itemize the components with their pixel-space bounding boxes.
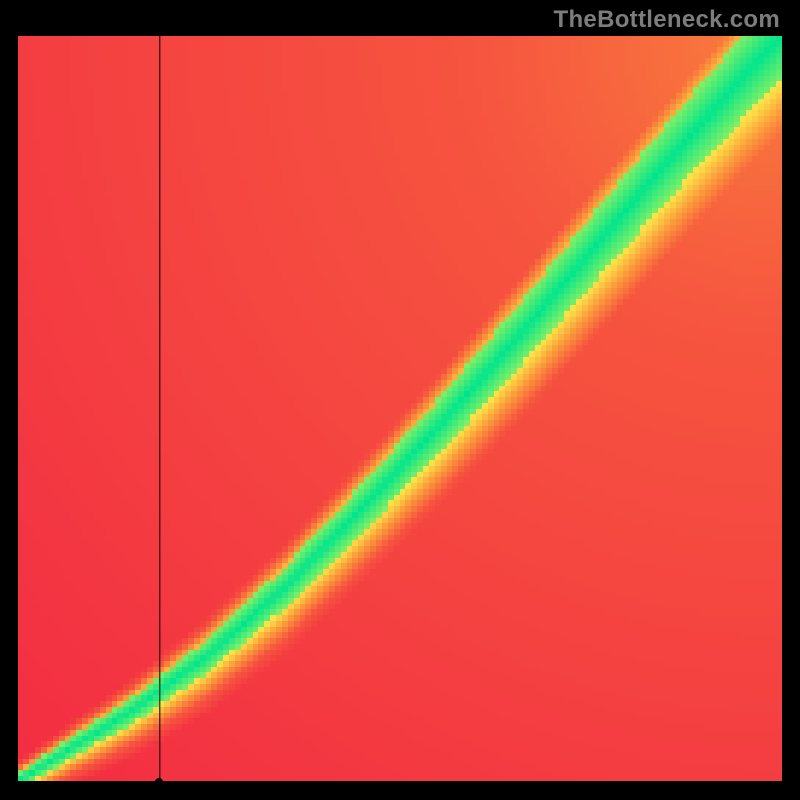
heatmap-canvas	[18, 36, 782, 782]
watermark-text: TheBottleneck.com	[554, 6, 780, 34]
crosshair-marker	[155, 778, 163, 786]
page-root: TheBottleneck.com	[0, 0, 800, 800]
heatmap-plot	[18, 36, 782, 782]
